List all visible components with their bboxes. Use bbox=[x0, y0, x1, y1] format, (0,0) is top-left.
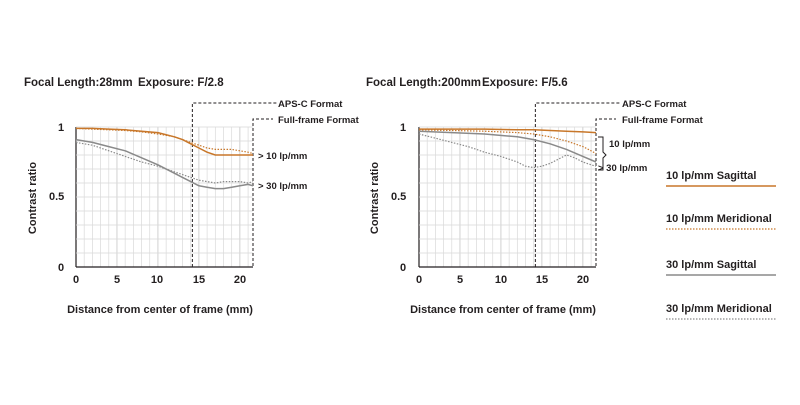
chart-right-apsc-label: APS-C Format bbox=[622, 99, 687, 110]
chart-left-y-axis-label: Contrast ratio bbox=[27, 162, 39, 234]
chart-left-fullframe-label: Full-frame Format bbox=[278, 115, 360, 126]
chart-right-10lp-brace bbox=[598, 136, 607, 171]
chart-left-xtick-20: 20 bbox=[234, 274, 246, 286]
chart-right: Focal Length:200mm Exposure: F/5.6 APS-C… bbox=[366, 77, 704, 316]
chart-right-exposure-label: Exposure: F/5.6 bbox=[482, 77, 568, 89]
apsc-format-line bbox=[191, 102, 278, 267]
legend-label-10lp-meridional: 10 lp/mm Meridional bbox=[666, 213, 772, 225]
chart-right-fullframe-label: Full-frame Format bbox=[622, 115, 704, 126]
chart-left-annotation-10lp: > 10 lp/mm bbox=[258, 151, 307, 162]
chart-left-xtick-0: 0 bbox=[73, 274, 79, 286]
chart-right-xtick-20: 20 bbox=[577, 274, 589, 286]
chart-right-grid bbox=[418, 126, 596, 268]
legend-label-30lp-meridional: 30 lp/mm Meridional bbox=[666, 303, 772, 315]
chart-right-series bbox=[418, 128, 597, 169]
series-line-10-lp-mm-sagittal bbox=[76, 127, 253, 156]
chart-right-xtick-15: 15 bbox=[536, 274, 548, 286]
chart-left-exposure-label: Exposure: F/2.8 bbox=[138, 77, 224, 89]
legend-label-10lp-sagittal: 10 lp/mm Sagittal bbox=[666, 170, 756, 182]
legend-label-30lp-sagittal: 30 lp/mm Sagittal bbox=[666, 259, 756, 271]
chart-left-ytick-0: 0 bbox=[58, 262, 64, 274]
chart-left-xtick-15: 15 bbox=[193, 274, 205, 286]
chart-left-grid bbox=[75, 126, 253, 268]
chart-right-xtick-5: 5 bbox=[457, 274, 463, 286]
chart-left-ytick-0.5: 0.5 bbox=[49, 191, 64, 203]
series-line-10-lp-mm-meridional bbox=[418, 129, 597, 155]
series-line-30-lp-mm-sagittal bbox=[75, 138, 254, 190]
series-line-30-lp-mm-sagittal bbox=[418, 130, 597, 163]
chart-left: Focal Length:28mm Exposure: F/2.8 APS-C … bbox=[24, 77, 360, 316]
chart-right-annotation-10lp: 10 lp/mm bbox=[609, 139, 650, 150]
series-line-30-lp-mm-meridional bbox=[418, 133, 597, 169]
chart-right-xtick-10: 10 bbox=[495, 274, 507, 286]
series-line-30-lp-mm-meridional bbox=[75, 141, 254, 184]
chart-left-apsc-label: APS-C Format bbox=[278, 99, 343, 110]
chart-right-y-axis-label: Contrast ratio bbox=[369, 162, 381, 234]
chart-right-ytick-1: 1 bbox=[400, 122, 406, 134]
chart-left-annotation-30lp: > 30 lp/mm bbox=[258, 181, 307, 192]
legend: 10 lp/mm Sagittal 10 lp/mm Meridional 30… bbox=[666, 170, 776, 320]
chart-left-format-lines bbox=[191, 102, 278, 268]
chart-right-xtick-0: 0 bbox=[416, 274, 422, 286]
chart-left-ytick-1: 1 bbox=[58, 122, 64, 134]
apsc-format-line bbox=[534, 102, 621, 267]
chart-right-focal-label: Focal Length:200mm bbox=[366, 77, 481, 89]
chart-right-ytick-0.5: 0.5 bbox=[391, 191, 406, 203]
chart-right-ytick-0: 0 bbox=[400, 262, 406, 274]
fullframe-format-line bbox=[249, 118, 273, 268]
chart-left-xtick-5: 5 bbox=[114, 274, 120, 286]
chart-right-annotation-30lp: > 30 lp/mm bbox=[598, 163, 647, 174]
series-line-10-lp-mm-sagittal bbox=[419, 128, 597, 134]
chart-right-x-axis-label: Distance from center of frame (mm) bbox=[410, 304, 596, 316]
chart-left-series bbox=[75, 127, 254, 190]
fullframe-format-line bbox=[592, 118, 616, 268]
chart-left-x-axis-label: Distance from center of frame (mm) bbox=[67, 304, 253, 316]
chart-right-format-lines bbox=[534, 102, 621, 268]
chart-left-xtick-10: 10 bbox=[151, 274, 163, 286]
chart-left-focal-label: Focal Length:28mm bbox=[24, 77, 133, 89]
